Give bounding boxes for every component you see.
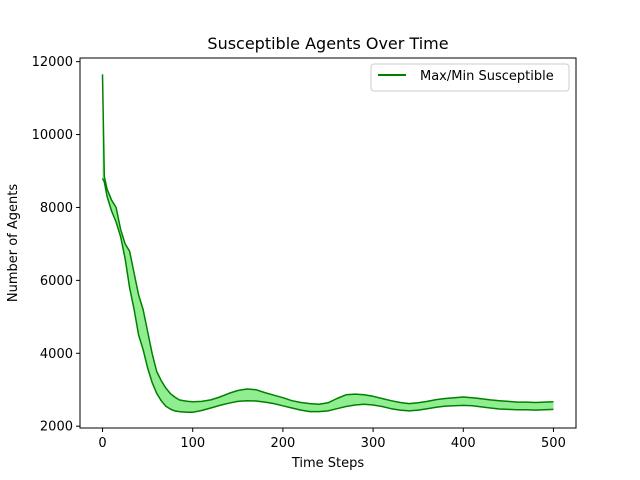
y-tick-label: 4000 <box>40 347 73 362</box>
chart-title: Susceptible Agents Over Time <box>207 34 448 53</box>
x-axis-ticks: 0 100 200 300 400 500 <box>98 428 566 451</box>
legend: Max/Min Susceptible <box>370 63 570 92</box>
axes-frame <box>79 57 577 429</box>
x-tick-label: 500 <box>541 436 566 451</box>
y-tick-label: 10000 <box>32 128 73 143</box>
y-tick-label: 6000 <box>40 274 73 289</box>
x-tick-label: 0 <box>98 436 106 451</box>
x-tick-label: 300 <box>361 436 386 451</box>
legend-label: Max/Min Susceptible <box>420 69 554 84</box>
x-tick-label: 400 <box>451 436 476 451</box>
legend-box <box>370 63 570 92</box>
y-tick-label: 2000 <box>40 420 73 435</box>
y-tick-label: 12000 <box>32 55 73 70</box>
line-layer <box>101 74 554 414</box>
y-tick-label: 8000 <box>40 201 73 216</box>
x-tick-label: 200 <box>270 436 295 451</box>
y-axis-label: Number of Agents <box>6 184 21 302</box>
x-axis-label: Time Steps <box>291 456 365 471</box>
series-line-max <box>101 74 554 406</box>
series-line-min <box>101 177 554 414</box>
x-tick-label: 100 <box>180 436 205 451</box>
y-axis-ticks: 2000 4000 6000 8000 10000 12000 <box>32 55 80 435</box>
plot-area <box>101 74 554 414</box>
